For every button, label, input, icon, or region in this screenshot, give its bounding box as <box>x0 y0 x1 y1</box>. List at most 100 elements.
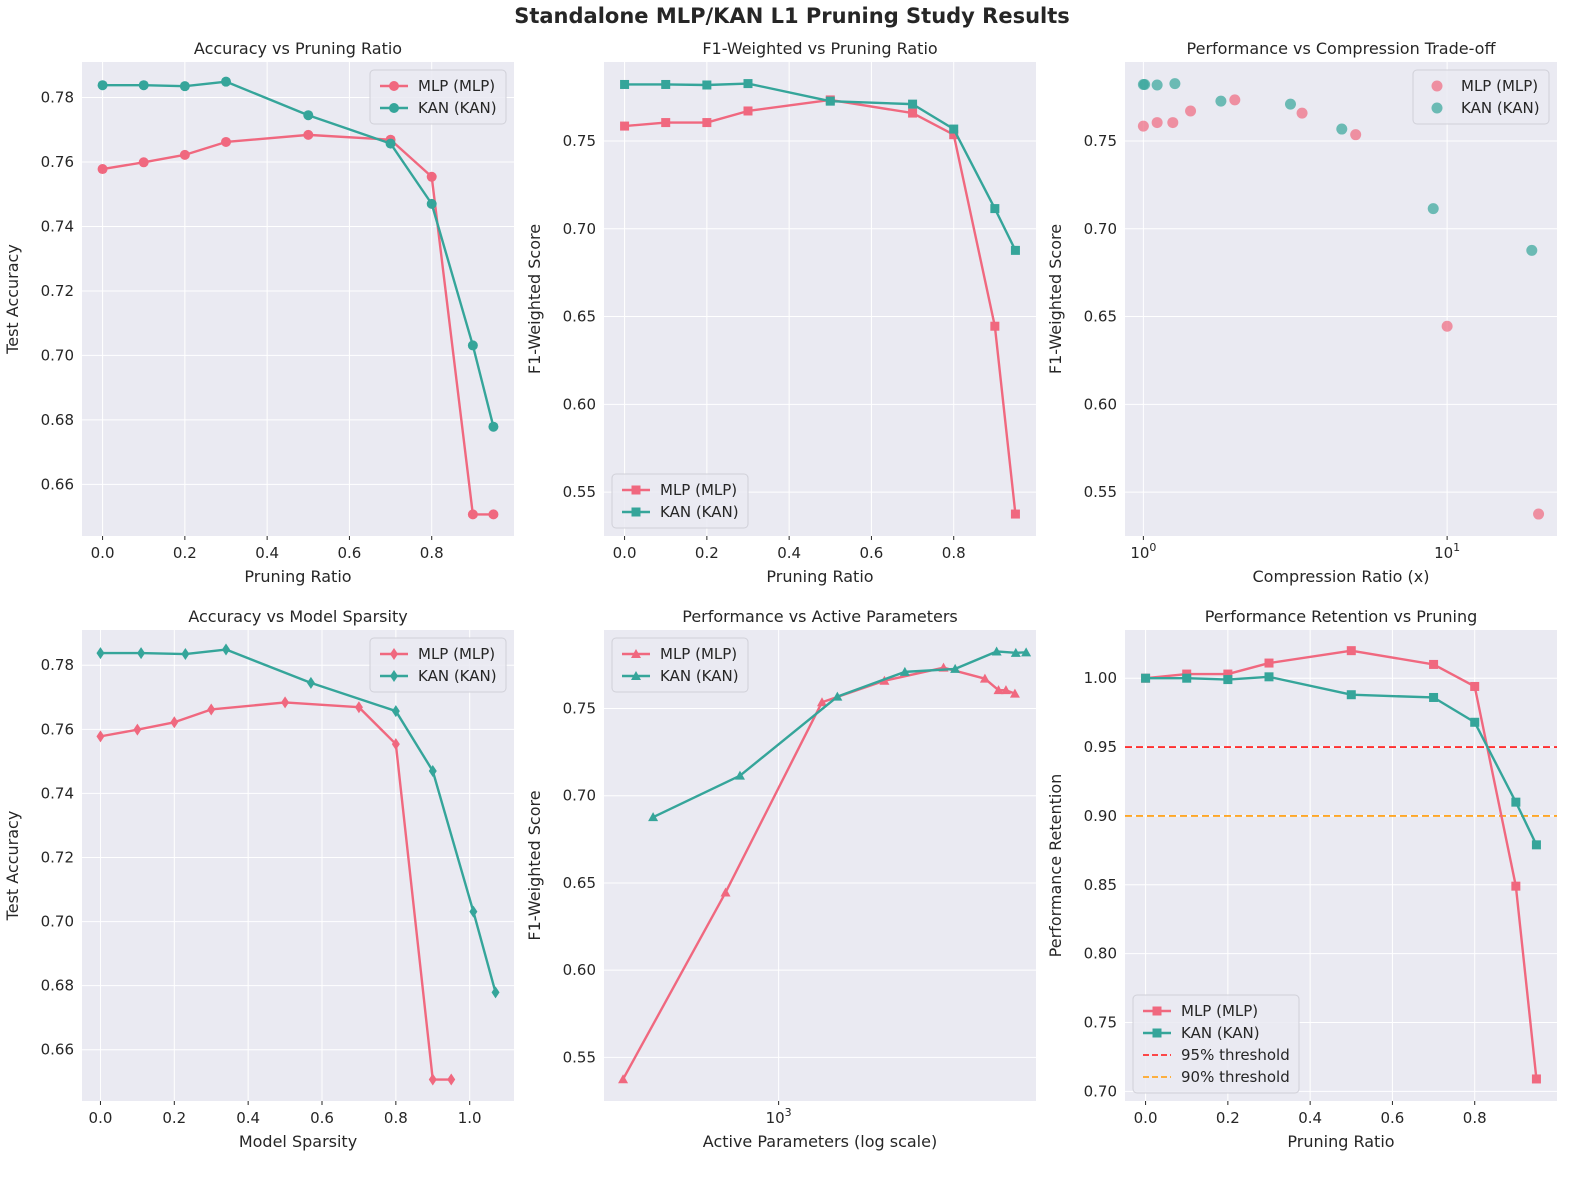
data-layer <box>620 79 1020 519</box>
scatter-point-kan <box>1215 95 1227 107</box>
x-tick-label: 0.8 <box>384 1109 408 1127</box>
data-point-kan <box>991 646 1002 656</box>
figure-title: Standalone MLP/KAN L1 Pruning Study Resu… <box>514 4 1070 28</box>
x-tick-label: 0.4 <box>1298 1109 1322 1127</box>
data-point-mlp <box>133 723 142 736</box>
data-point-mlp <box>618 1074 629 1084</box>
legend-item: KAN (KAN) <box>1431 99 1540 117</box>
legend-label: MLP (MLP) <box>1181 1002 1258 1020</box>
x-axis-label: Model Sparsity <box>239 1132 357 1151</box>
x-tick-label: 0.2 <box>1216 1109 1240 1127</box>
data-point-kan <box>181 648 190 661</box>
data-point-mlp <box>96 730 105 743</box>
x-tick-label: 0.4 <box>777 544 801 562</box>
scatter-point-mlp <box>1137 120 1149 132</box>
data-point-kan <box>1010 647 1021 657</box>
data-point-kan <box>1429 692 1439 702</box>
subplot-title: Performance vs Active Parameters <box>682 607 958 626</box>
x-tick-label: 100 <box>1130 541 1156 562</box>
y-axis-label: Test Accuracy <box>3 811 22 922</box>
data-point-mlp <box>702 118 712 128</box>
scatter-point-mlp <box>1229 94 1241 106</box>
scatter-point-kan <box>1284 98 1296 110</box>
legend-item: KAN (KAN) <box>1143 1024 1260 1042</box>
scatter-point-mlp <box>1296 107 1308 119</box>
x-tick-label: 1.0 <box>458 1109 482 1127</box>
data-point-kan <box>97 80 108 91</box>
data-point-kan <box>426 198 437 209</box>
subplot-2: 0.55 0.60 0.65 0.70 0.75 0.0 0.2 0.4 0.6 0.8 F1-We… <box>525 39 1036 586</box>
data-point-kan <box>1141 673 1151 683</box>
subplot-title: F1-Weighted vs Pruning Ratio <box>702 39 937 58</box>
y-tick-label: 0.66 <box>41 475 74 493</box>
legend-label: KAN (KAN) <box>660 503 739 521</box>
data-point-mlp <box>1223 669 1233 679</box>
data-point-mlp <box>170 716 179 729</box>
data-layer <box>1125 646 1557 1084</box>
x-tick-label: 0.2 <box>173 544 197 562</box>
data-point-kan <box>990 204 1000 214</box>
data-point-kan <box>734 770 745 780</box>
legend: MLP (MLP) KAN (KAN) <box>1412 69 1550 125</box>
x-tick-label: 0.2 <box>695 544 719 562</box>
data-point-kan <box>648 812 659 822</box>
y-tick-label: 0.78 <box>41 656 74 674</box>
scatter-point-kan <box>1427 203 1439 215</box>
y-tick-label: 0.70 <box>1084 1082 1117 1100</box>
y-tick-label: 0.70 <box>41 346 74 364</box>
scatter-point-kan <box>1526 244 1538 256</box>
data-point-mlp <box>426 171 437 182</box>
subplot-title: Performance vs Compression Trade-off <box>1187 39 1497 58</box>
data-point-kan <box>385 138 396 149</box>
data-point-kan <box>391 705 400 718</box>
data-point-kan <box>1531 840 1541 850</box>
data-point-mlp <box>467 509 478 520</box>
legend-item: KAN (KAN) <box>380 99 497 117</box>
subplot-title: Performance Retention vs Pruning <box>1205 607 1478 626</box>
legend-item: KAN (KAN) <box>380 667 497 685</box>
data-point-mlp <box>1010 509 1020 519</box>
data-point-kan <box>1010 245 1020 255</box>
x-tick-label: 103 <box>766 1106 792 1127</box>
y-tick-label: 0.55 <box>1084 483 1117 501</box>
data-point-kan <box>620 79 630 89</box>
legend-marker <box>389 81 399 91</box>
y-tick-label: 0.55 <box>563 1048 596 1066</box>
data-point-kan <box>1470 717 1480 727</box>
data-point-mlp <box>1264 658 1274 668</box>
y-tick-label: 0.65 <box>563 874 596 892</box>
data-point-kan <box>469 905 478 918</box>
data-layer <box>97 76 499 520</box>
y-tick-label: 0.60 <box>563 961 596 979</box>
legend-box <box>369 637 507 693</box>
y-tick-label: 0.68 <box>41 411 74 429</box>
plot-area <box>604 630 1036 1101</box>
x-axis-label: Pruning Ratio <box>1287 1132 1394 1151</box>
data-point-mlp <box>743 106 753 116</box>
data-point-kan <box>221 76 231 87</box>
x-axis-label: Active Parameters (log scale) <box>703 1132 937 1151</box>
data-point-kan <box>488 421 499 432</box>
legend: MLP (MLP) KAN (KAN) <box>611 473 749 529</box>
legend-label: MLP (MLP) <box>418 645 495 663</box>
legend-label: KAN (KAN) <box>1181 1024 1260 1042</box>
data-point-kan <box>832 691 843 701</box>
subplot-4: 0.66 0.68 0.70 0.72 0.74 0.76 0.78 0.0 0.2 0.4 0.6… <box>3 607 514 1151</box>
y-tick-label: 0.66 <box>41 1041 74 1059</box>
data-point-kan <box>138 80 149 91</box>
subplot-1: 0.66 0.68 0.70 0.72 0.74 0.76 0.78 0.0 0.2 0.4 0.6… <box>3 39 514 586</box>
data-point-mlp <box>428 1073 437 1086</box>
data-point-mlp <box>221 136 231 147</box>
legend-marker <box>1152 1006 1162 1016</box>
x-axis-label: Pruning Ratio <box>244 567 351 586</box>
legend-item: MLP (MLP) <box>1431 77 1538 95</box>
legend-label: MLP (MLP) <box>660 645 737 663</box>
legend-label: KAN (KAN) <box>418 667 497 685</box>
x-tick-label: 0.4 <box>236 1109 260 1127</box>
data-point-kan <box>491 986 500 999</box>
y-tick-label: 0.70 <box>1084 220 1117 238</box>
legend-box <box>611 473 749 529</box>
data-point-kan <box>1264 672 1274 682</box>
legend: MLP (MLP) KAN (KAN) <box>611 637 749 693</box>
